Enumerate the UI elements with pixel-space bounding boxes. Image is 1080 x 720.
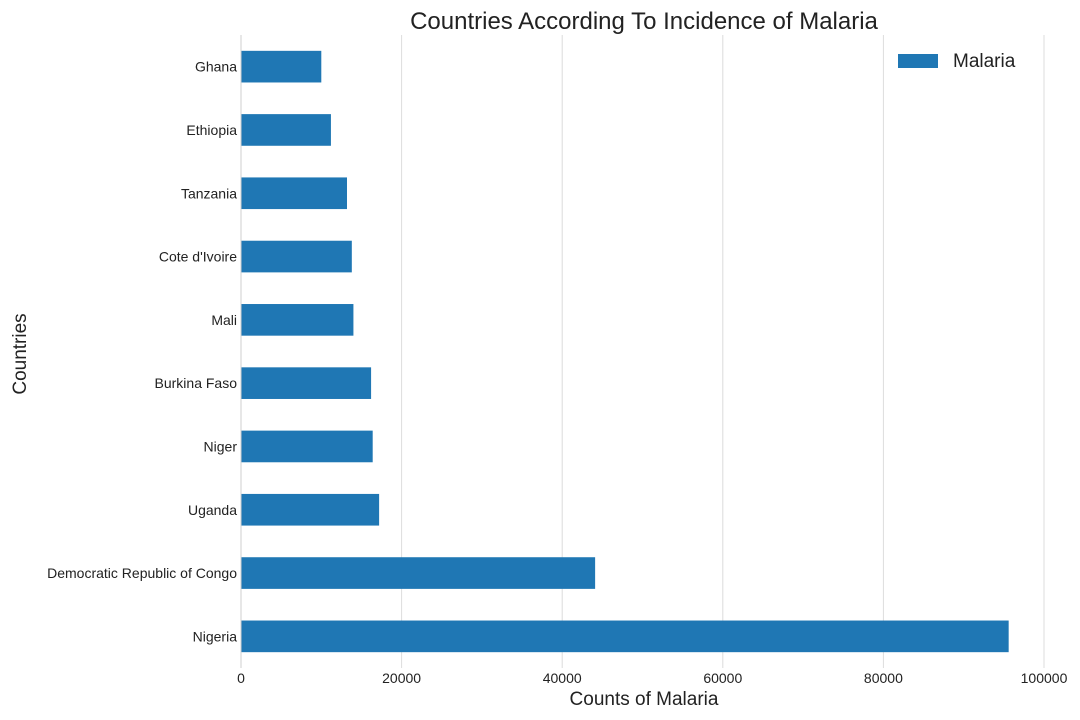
x-tick-label-0: 0 (237, 670, 245, 686)
chart-title: Countries According To Incidence of Mala… (410, 8, 878, 35)
y-tick-labels: Nigeria Democratic Republic of Congo Ugand… (47, 59, 237, 645)
y-axis-title: Countries (10, 313, 31, 394)
x-tick-label-2: 40000 (543, 670, 582, 686)
x-tick-label-1: 20000 (382, 670, 421, 686)
y-tick-label-7: Tanzania (181, 185, 237, 201)
bar-3 (241, 430, 373, 463)
y-tick-label-6: Cote d'Ivoire (159, 249, 237, 265)
y-tick-label-3: Niger (204, 438, 238, 454)
bar-8 (241, 114, 331, 146)
x-tick-label-3: 60000 (703, 670, 742, 686)
x-tick-label-5: 100000 (1021, 670, 1068, 686)
bar-1 (241, 557, 596, 589)
y-tick-label-2: Uganda (188, 502, 237, 518)
y-tick-label-8: Ethiopia (186, 122, 237, 138)
bar-0 (241, 620, 1009, 653)
y-tick-label-9: Ghana (195, 59, 237, 75)
bar-7 (241, 177, 347, 210)
x-axis-title: Counts of Malaria (570, 689, 719, 710)
bars (241, 50, 1009, 653)
x-tick-labels: 0 20000 40000 60000 80000 100000 (237, 670, 1067, 686)
bar-5 (241, 304, 354, 336)
y-tick-label-5: Mali (211, 312, 237, 328)
legend-label: Malaria (953, 51, 1016, 72)
bar-2 (241, 493, 380, 526)
legend: Malaria (898, 51, 1016, 72)
bar-6 (241, 240, 352, 273)
y-tick-label-0: Nigeria (193, 628, 238, 644)
bar-4 (241, 367, 372, 399)
bar-9 (241, 50, 322, 83)
y-tick-label-1: Democratic Republic of Congo (47, 565, 237, 581)
legend-swatch (898, 54, 938, 68)
y-tick-label-4: Burkina Faso (155, 375, 238, 391)
x-tick-label-4: 80000 (864, 670, 903, 686)
